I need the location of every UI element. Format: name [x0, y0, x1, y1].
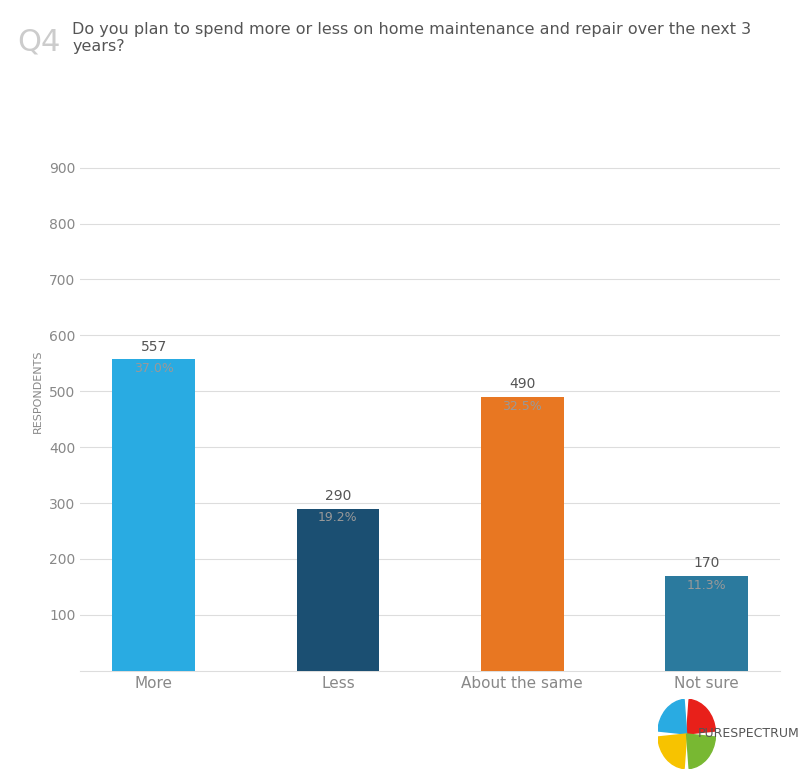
Bar — [480, 397, 563, 671]
Text: Do you plan to spend more or less on home maintenance and repair over the next 3: Do you plan to spend more or less on hom… — [72, 22, 751, 54]
Wedge shape — [657, 734, 686, 769]
Text: 37.0%: 37.0% — [133, 362, 173, 375]
Bar — [296, 509, 379, 671]
Bar — [664, 576, 747, 671]
Text: Q4: Q4 — [18, 28, 61, 57]
Text: 490: 490 — [508, 377, 535, 392]
Text: 19.2%: 19.2% — [318, 511, 357, 524]
Wedge shape — [657, 699, 686, 734]
Wedge shape — [686, 734, 715, 769]
Text: 11.3%: 11.3% — [686, 578, 726, 591]
Text: PURESPECTRUM: PURESPECTRUM — [697, 728, 799, 740]
Wedge shape — [686, 699, 715, 734]
Bar — [112, 359, 195, 671]
Y-axis label: RESPONDENTS: RESPONDENTS — [33, 349, 43, 433]
Text: 32.5%: 32.5% — [502, 399, 541, 412]
Text: 170: 170 — [692, 556, 719, 571]
Text: 290: 290 — [324, 489, 351, 503]
Text: 557: 557 — [141, 340, 166, 354]
